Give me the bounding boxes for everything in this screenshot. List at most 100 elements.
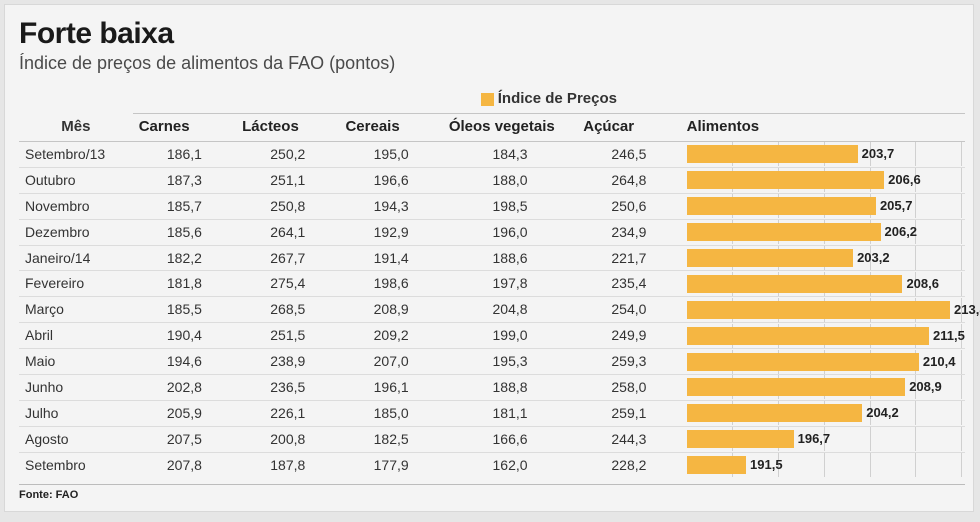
cell-alimentos-bar: 210,4	[681, 349, 965, 375]
bar-fill	[687, 223, 881, 241]
cell-acucar: 259,1	[577, 400, 680, 426]
data-table: Mês Índice de Preços Carnes Lácteos Cere…	[19, 88, 965, 478]
bar-gridline	[915, 401, 916, 425]
header-carnes: Carnes	[133, 114, 236, 142]
bar-fill	[687, 327, 929, 345]
cell-alimentos-bar: 204,2	[681, 400, 965, 426]
cell-mes: Abril	[19, 323, 133, 349]
cell-carnes: 182,2	[133, 245, 236, 271]
cell-mes: Agosto	[19, 426, 133, 452]
cell-oleos: 162,0	[443, 452, 577, 477]
header-acucar: Açúcar	[577, 114, 680, 142]
bar-track: 211,5	[687, 327, 961, 345]
bar-track: 203,7	[687, 145, 961, 163]
bar-fill	[687, 404, 863, 422]
table-row: Setembro/13186,1250,2195,0184,3246,5203,…	[19, 142, 965, 168]
bar-value-label: 196,7	[798, 430, 831, 448]
cell-oleos: 198,5	[443, 193, 577, 219]
table-row: Agosto207,5200,8182,5166,6244,3196,7	[19, 426, 965, 452]
table-row: Fevereiro181,8275,4198,6197,8235,4 208,6	[19, 271, 965, 297]
bar-gridline	[961, 427, 962, 451]
cell-alimentos-bar: 206,6	[681, 167, 965, 193]
source-label: Fonte: FAO	[19, 484, 965, 501]
cell-alimentos-bar: 203,7	[681, 142, 965, 168]
bar-gridline	[915, 453, 916, 477]
cell-carnes: 181,8	[133, 271, 236, 297]
table-row: Janeiro/14182,2267,7191,4188,6221,7203,2	[19, 245, 965, 271]
bar-gridline	[961, 246, 962, 270]
cell-carnes: 186,1	[133, 142, 236, 168]
bar-value-label: 208,6	[906, 275, 939, 293]
bar-value-label: 203,7	[862, 146, 895, 164]
cell-mes: Outubro	[19, 167, 133, 193]
bar-track: 196,7	[687, 430, 961, 448]
bar-value-label: 205,7	[880, 197, 913, 215]
cell-cereais: 196,6	[339, 167, 442, 193]
cell-lacteos: 264,1	[236, 219, 339, 245]
bar-value-label: 191,5	[750, 456, 783, 474]
bar-track: 208,6	[687, 275, 961, 293]
cell-cereais: 182,5	[339, 426, 442, 452]
cell-cereais: 194,3	[339, 193, 442, 219]
header-oleos: Óleos vegetais	[443, 114, 577, 142]
bar-gridline	[961, 194, 962, 218]
cell-oleos: 188,0	[443, 167, 577, 193]
bar-value-label: 211,5	[933, 327, 965, 345]
cell-alimentos-bar: 203,2	[681, 245, 965, 271]
bar-gridline	[961, 142, 962, 166]
bar-gridline	[961, 220, 962, 244]
cell-mes: Fevereiro	[19, 271, 133, 297]
table-row: Julho205,9226,1185,0181,1259,1204,2	[19, 400, 965, 426]
header-mes: Mês	[19, 88, 133, 142]
cell-acucar: 259,3	[577, 349, 680, 375]
bar-gridline	[915, 427, 916, 451]
cell-mes: Julho	[19, 400, 133, 426]
cell-mes: Maio	[19, 349, 133, 375]
table-row: Setembro207,8187,8177,9162,0228,2191,5	[19, 452, 965, 477]
cell-carnes: 207,8	[133, 452, 236, 477]
cell-carnes: 205,9	[133, 400, 236, 426]
bar-track: 206,6	[687, 171, 961, 189]
cell-acucar: 221,7	[577, 245, 680, 271]
cell-acucar: 246,5	[577, 142, 680, 168]
cell-alimentos-bar: 208,9	[681, 375, 965, 401]
cell-oleos: 166,6	[443, 426, 577, 452]
cell-carnes: 185,5	[133, 297, 236, 323]
legend-swatch-icon	[481, 93, 494, 106]
table-row: Novembro185,7250,8194,3198,5250,6205,7	[19, 193, 965, 219]
cell-cereais: 208,9	[339, 297, 442, 323]
table-super-header: Mês Índice de Preços	[19, 88, 965, 114]
header-cereais: Cereais	[339, 114, 442, 142]
cell-lacteos: 250,8	[236, 193, 339, 219]
chart-container: Forte baixa Índice de preços de alimento…	[4, 4, 974, 512]
cell-lacteos: 236,5	[236, 375, 339, 401]
cell-acucar: 258,0	[577, 375, 680, 401]
table-row: Junho202,8236,5196,1188,8258,0208,9	[19, 375, 965, 401]
cell-alimentos-bar: 208,6	[681, 271, 965, 297]
cell-carnes: 190,4	[133, 323, 236, 349]
bar-gridline	[870, 427, 871, 451]
cell-oleos: 188,8	[443, 375, 577, 401]
bar-gridline	[961, 375, 962, 399]
cell-lacteos: 275,4	[236, 271, 339, 297]
bar-gridline	[961, 350, 962, 374]
cell-lacteos: 187,8	[236, 452, 339, 477]
cell-carnes: 187,3	[133, 167, 236, 193]
cell-acucar: 235,4	[577, 271, 680, 297]
bar-track: 205,7	[687, 197, 961, 215]
header-lacteos: Lácteos	[236, 114, 339, 142]
table-row: Abril190,4251,5209,2199,0249,9211,5	[19, 323, 965, 349]
cell-oleos: 197,8	[443, 271, 577, 297]
cell-oleos: 184,3	[443, 142, 577, 168]
cell-lacteos: 251,1	[236, 167, 339, 193]
cell-oleos: 181,1	[443, 400, 577, 426]
table-body: Setembro/13186,1250,2195,0184,3246,5203,…	[19, 142, 965, 478]
cell-acucar: 264,8	[577, 167, 680, 193]
cell-cereais: 198,6	[339, 271, 442, 297]
bar-track: 208,9	[687, 378, 961, 396]
cell-acucar: 250,6	[577, 193, 680, 219]
cell-mes: Setembro	[19, 452, 133, 477]
bar-track: 191,5	[687, 456, 961, 474]
cell-cereais: 209,2	[339, 323, 442, 349]
header-alimentos: Alimentos	[681, 114, 965, 142]
